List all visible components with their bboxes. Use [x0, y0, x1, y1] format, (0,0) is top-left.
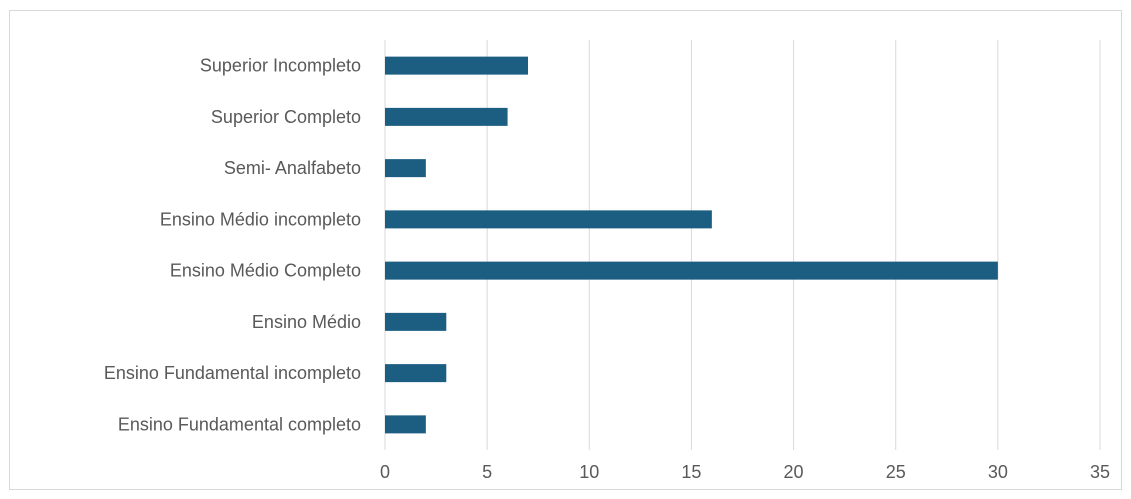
- bar: [385, 364, 447, 383]
- category-label: Semi- Analfabeto: [224, 158, 361, 178]
- bar: [385, 56, 528, 75]
- x-tick-label: 15: [681, 462, 701, 482]
- category-label: Ensino Médio: [252, 312, 361, 332]
- category-label: Ensino Fundamental incompleto: [104, 363, 361, 383]
- category-label: Superior Completo: [211, 107, 361, 127]
- gridlines: [384, 40, 1101, 450]
- bar: [385, 261, 998, 280]
- x-tick-labels: 0 5 10 15 20 25 30 35: [380, 462, 1110, 482]
- chart-area: [9, 10, 1122, 490]
- x-tick-label: 5: [482, 462, 492, 482]
- x-tick-label: 0: [380, 462, 390, 482]
- bar: [385, 312, 447, 331]
- category-label: Ensino Médio incompleto: [160, 209, 361, 229]
- bars: [385, 56, 998, 434]
- category-labels: Ensino Fundamental completo Ensino Fundam…: [104, 56, 361, 435]
- bar: [385, 107, 508, 126]
- x-tick-label: 35: [1090, 462, 1110, 482]
- x-tick-label: 10: [579, 462, 599, 482]
- bar: [385, 159, 426, 178]
- category-label: Superior Incompleto: [200, 56, 361, 76]
- x-tick-label: 20: [784, 462, 804, 482]
- x-tick-label: 25: [886, 462, 906, 482]
- category-label: Ensino Médio Completo: [170, 261, 361, 281]
- x-tick-label: 30: [988, 462, 1008, 482]
- bar: [385, 210, 712, 229]
- category-label: Ensino Fundamental completo: [118, 414, 361, 434]
- bar: [385, 415, 426, 434]
